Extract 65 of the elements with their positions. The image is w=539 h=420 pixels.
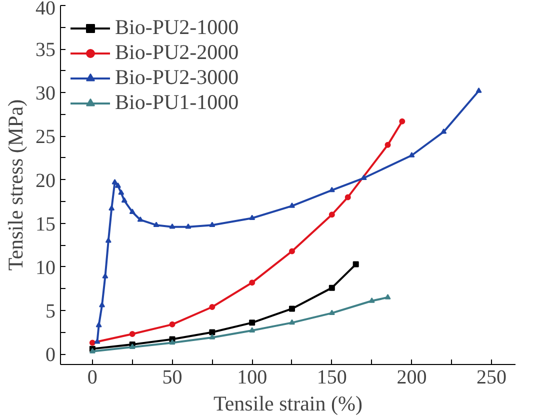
point [137, 216, 144, 222]
legend-label: Bio-PU2-2000 [115, 40, 239, 65]
y-tick-label: 0 [46, 344, 56, 366]
point [368, 298, 375, 303]
point [169, 321, 176, 328]
point [105, 237, 112, 243]
x-tick-label: 100 [237, 366, 268, 388]
point [209, 304, 216, 310]
point [328, 186, 335, 192]
point [209, 334, 216, 340]
y-tick-label: 5 [46, 300, 56, 322]
x-tick-label: 0 [87, 366, 98, 388]
legend-label: Bio-PU1-1000 [115, 90, 239, 115]
point [129, 344, 136, 350]
point [288, 202, 295, 208]
point [121, 197, 128, 203]
legend-label: Bio-PU2-3000 [115, 65, 239, 90]
point [328, 310, 335, 316]
y-tick-label: 25 [36, 126, 56, 148]
point [209, 222, 216, 228]
y-tick-label: 10 [36, 256, 56, 279]
y-tick-label: 15 [36, 213, 56, 236]
point [153, 222, 160, 228]
point [169, 223, 176, 229]
point [129, 208, 136, 214]
point [344, 194, 351, 200]
y-tick-label: 40 [36, 0, 56, 20]
point [169, 339, 176, 345]
point [112, 179, 118, 184]
point [352, 261, 359, 268]
point [249, 327, 256, 332]
y-tick-label: 30 [36, 82, 56, 105]
point [249, 214, 256, 220]
y-tick-label: 20 [36, 170, 56, 192]
point [249, 280, 256, 286]
point [108, 205, 115, 210]
point [476, 88, 482, 93]
x-tick-label: 200 [396, 366, 427, 388]
point [384, 142, 391, 148]
point [384, 294, 391, 300]
point [99, 302, 106, 308]
point [89, 348, 96, 354]
point [440, 128, 447, 134]
x-tick-label: 250 [476, 366, 507, 388]
point [328, 284, 335, 291]
x-tick-label: 50 [162, 366, 182, 388]
point [249, 320, 256, 326]
point [102, 273, 108, 278]
point [96, 322, 102, 328]
x-axis-title: Tensile strain (%) [214, 392, 362, 416]
legend-label: Bio-PU2-1000 [115, 15, 239, 40]
x-tick-label: 150 [316, 366, 347, 388]
point [89, 340, 96, 346]
point [328, 212, 335, 218]
point [118, 189, 124, 195]
point [185, 223, 192, 229]
point [288, 319, 295, 325]
y-axis-title: Tensile stress (MPa) [4, 99, 28, 271]
point [288, 306, 295, 312]
y-tick-label: 35 [36, 39, 56, 62]
point [209, 329, 216, 336]
point [288, 248, 295, 254]
point [399, 118, 406, 124]
point [114, 182, 121, 188]
point [129, 331, 136, 337]
